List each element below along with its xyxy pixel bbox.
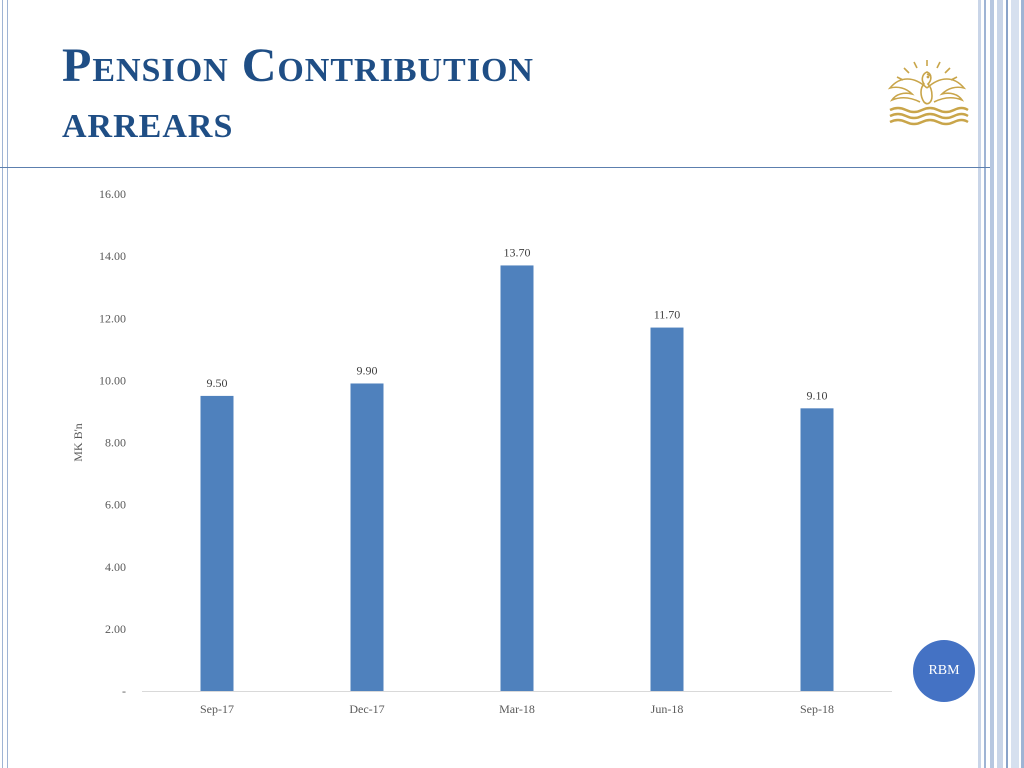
right-decorative-stripes: [978, 0, 1024, 768]
left-border-inner: [7, 0, 8, 768]
data-label: 9.10: [807, 388, 828, 402]
y-tick-label: -: [122, 684, 126, 698]
bird-emblem-icon: [887, 60, 969, 126]
x-tick-label: Dec-17: [349, 702, 384, 716]
x-tick-label: Jun-18: [651, 702, 684, 716]
title-line-2: arrears: [62, 95, 234, 148]
y-tick-label: 12.00: [99, 311, 126, 325]
x-tick-label: Sep-18: [800, 702, 834, 716]
title-divider: [0, 167, 990, 168]
left-border-outer: [2, 0, 3, 768]
y-axis-title: MK B'n: [71, 423, 85, 462]
data-label: 11.70: [654, 308, 681, 322]
title-line-1: Pension Contribution: [62, 39, 534, 92]
bar-jun-18: [650, 327, 684, 691]
y-tick-label: 16.00: [99, 187, 126, 201]
page-title: Pension Contribution arrears: [62, 38, 822, 150]
y-tick-label: 10.00: [99, 373, 126, 387]
data-label: 13.70: [504, 245, 531, 259]
bar-dec-17: [350, 383, 384, 691]
y-tick-label: 8.00: [105, 436, 126, 450]
y-tick-label: 4.00: [105, 560, 126, 574]
y-tick-label: 2.00: [105, 622, 126, 636]
data-label: 9.90: [357, 363, 378, 377]
x-tick-label: Sep-17: [200, 702, 234, 716]
bar-sep-17: [200, 395, 234, 691]
rbm-badge: RBM: [913, 640, 975, 702]
y-tick-label: 14.00: [99, 249, 126, 263]
y-tick-label: 6.00: [105, 498, 126, 512]
data-label: 9.50: [207, 376, 228, 390]
bar-sep-18: [800, 408, 834, 691]
bar-mar-18: [500, 265, 534, 691]
x-tick-label: Mar-18: [499, 702, 535, 716]
